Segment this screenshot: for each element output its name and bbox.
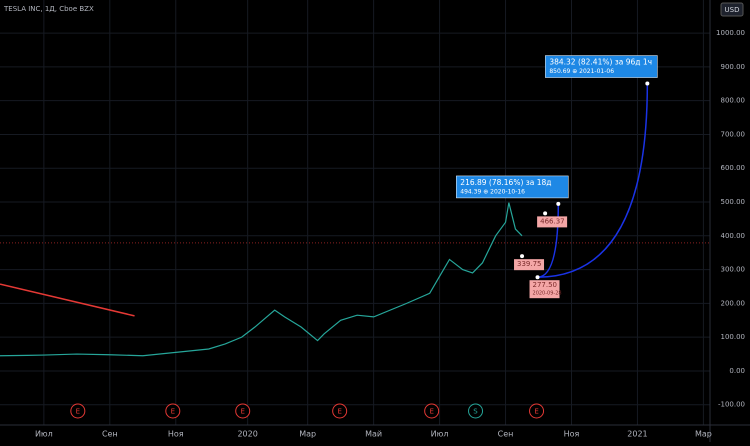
x-tick-label: Сен xyxy=(498,430,514,439)
y-tick-label: 700.00 xyxy=(721,130,746,138)
currency[interactable]: USD xyxy=(725,6,740,14)
projection-label-box xyxy=(545,55,658,78)
x-tick-label: Мар xyxy=(695,430,712,439)
event-marker[interactable] xyxy=(235,403,251,419)
x-tick-label: Июл xyxy=(431,430,449,439)
trend-line xyxy=(0,283,135,317)
x-tick-label: Мар xyxy=(299,430,316,439)
grid xyxy=(0,0,710,425)
event-label: E xyxy=(240,408,244,416)
y-tick-label: 800.00 xyxy=(721,97,746,105)
price-tag-box xyxy=(537,216,568,228)
x-tick-label: 2021 xyxy=(627,430,647,439)
projection-point xyxy=(556,201,561,206)
event-marker[interactable] xyxy=(468,403,484,419)
event-label: S xyxy=(473,408,478,416)
price-tag-point xyxy=(520,254,525,259)
projection-label: 384.32 (82.41%) за 96д 1ч xyxy=(549,58,652,67)
y-tick-label: 400.00 xyxy=(721,232,746,240)
y-tick-label: 0.00 xyxy=(729,367,745,375)
projection-sublabel: 850.69 ⊕ 2021-01-06 xyxy=(549,68,614,75)
projection-arc xyxy=(537,83,649,278)
currency-badge[interactable] xyxy=(720,2,744,17)
projection-label: 216.89 (78.16%) за 18д xyxy=(460,178,551,187)
event-marker[interactable] xyxy=(70,403,86,419)
y-tick-label: 100.00 xyxy=(721,333,746,341)
event-label: E xyxy=(171,408,175,416)
y-tick-label: -100.00 xyxy=(718,401,745,409)
price-tag-point xyxy=(543,211,548,216)
price-tag-date: 2020-09-28 xyxy=(533,291,562,297)
y-tick-label: 900.00 xyxy=(721,63,746,71)
projection-sublabel: 494.39 ⊕ 2020-10-16 xyxy=(460,188,525,195)
price-tag-box xyxy=(529,280,560,299)
x-tick-label: Сен xyxy=(102,430,118,439)
price-tag-label: 277.50 xyxy=(533,281,558,289)
event-label: E xyxy=(337,408,341,416)
projection-point xyxy=(645,81,650,86)
price-tag-label: 339.75 xyxy=(517,260,542,268)
y-tick-label: 600.00 xyxy=(721,164,746,172)
price-tag-label: 466.37 xyxy=(540,217,565,225)
event-marker[interactable] xyxy=(529,403,545,419)
event-label: E xyxy=(429,408,433,416)
x-tick-label: Май xyxy=(365,430,382,439)
price-tag-point xyxy=(535,275,540,280)
x-tick-label: Ноя xyxy=(564,430,580,439)
x-tick-label: Ноя xyxy=(168,430,184,439)
event-marker[interactable] xyxy=(165,403,181,419)
event-label: E xyxy=(534,408,538,416)
event-label: E xyxy=(76,408,80,416)
projection-label-box xyxy=(456,175,569,199)
y-tick-label: 300.00 xyxy=(721,266,746,274)
event-marker[interactable] xyxy=(424,403,440,419)
chart-title: TESLA INC, 1Д, Cboe BZX xyxy=(3,5,94,13)
event-marker[interactable] xyxy=(332,403,348,419)
price-line-series xyxy=(0,202,523,357)
y-tick-label: 500.00 xyxy=(721,198,746,206)
x-tick-label: 2020 xyxy=(237,430,257,439)
y-tick-label: 1000.00 xyxy=(716,29,745,37)
y-tick-label: 200.00 xyxy=(721,299,746,307)
price-tag-box xyxy=(514,259,545,271)
x-tick-label: Июл xyxy=(35,430,53,439)
